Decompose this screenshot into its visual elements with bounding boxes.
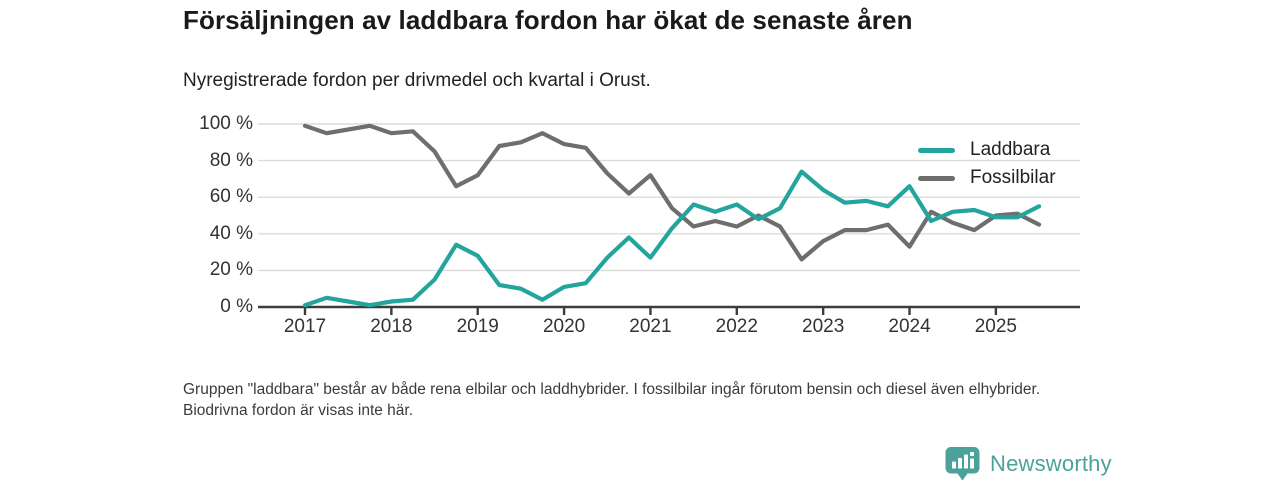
fossilbilar-line xyxy=(302,123,1042,262)
line-chart xyxy=(258,123,1080,315)
chart-legend: Laddbara Fossilbilar xyxy=(918,136,1056,192)
newsworthy-logo-icon xyxy=(945,447,980,480)
page-title: Försäljningen av laddbara fordon har öka… xyxy=(183,5,913,35)
x-axis-tick-label: 2019 xyxy=(456,316,499,337)
x-axis-tick-label: 2025 xyxy=(974,316,1018,337)
legend-item-fossilbilar: Fossilbilar xyxy=(918,164,1056,192)
chart-subtitle: Nyregistrerade fordon per drivmedel och … xyxy=(183,70,651,91)
y-axis-tick-label: 40 % xyxy=(209,222,253,244)
newsworthy-branding: Newsworthy xyxy=(944,446,1112,480)
x-axis-tick-label: 2021 xyxy=(629,316,672,337)
y-axis-tick-label: 100 % xyxy=(199,113,253,134)
legend-label-laddbara: Laddbara xyxy=(970,139,1051,160)
legend-label-fossilbilar: Fossilbilar xyxy=(970,167,1056,188)
legend-item-laddbara: Laddbara xyxy=(918,136,1056,164)
x-axis-tick-label: 2022 xyxy=(715,316,758,337)
x-axis-tick-label: 2020 xyxy=(542,316,586,337)
x-axis-tick-label: 2023 xyxy=(802,316,845,337)
laddbara-line xyxy=(302,169,1042,308)
y-axis-tick-label: 60 % xyxy=(209,186,253,208)
y-axis-tick-label: 0 % xyxy=(220,296,253,317)
x-axis-tick-label: 2018 xyxy=(370,316,413,337)
fossilbilar-line-swatch-icon xyxy=(918,175,955,181)
newsworthy-logo-text: Newsworthy xyxy=(990,450,1112,476)
laddbara-line-swatch-icon xyxy=(918,147,955,153)
x-axis-tick-label: 2024 xyxy=(888,316,931,337)
chart-footnote: Gruppen "laddbara" består av både rena e… xyxy=(183,381,1041,419)
y-axis-tick-label: 80 % xyxy=(209,149,253,171)
x-axis-tick-label: 2017 xyxy=(283,316,327,337)
y-axis-tick-label: 20 % xyxy=(209,259,253,281)
